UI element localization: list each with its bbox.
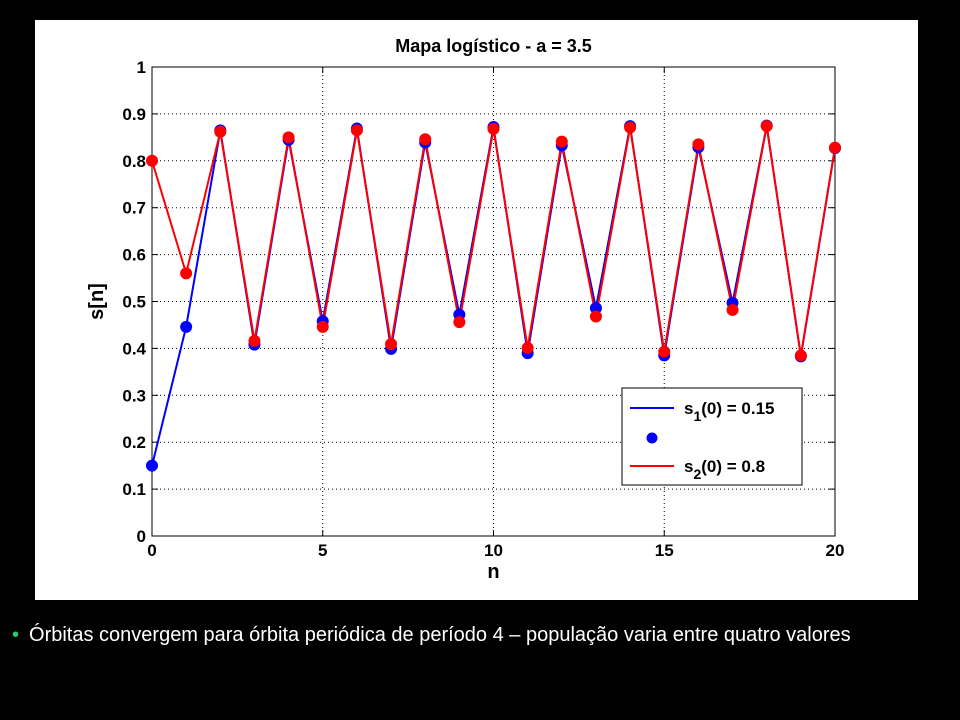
legend-label: s2(0) = 0.8 (684, 457, 765, 482)
series-2-point (214, 125, 227, 138)
series-2-point (521, 341, 534, 354)
series-1-point (146, 459, 158, 472)
legend-label-sub: 1 (693, 408, 701, 424)
series-2-point (385, 338, 398, 351)
series-2-point (487, 122, 500, 135)
y-axis-label: s[n] (86, 283, 108, 320)
y-tick-label: 0 (137, 527, 146, 546)
chart: 0 5 10 15 20 0 0.1 0.2 0.3 0.4 0.5 0.6 0.7 0.8 0.9 1 Map… (86, 36, 845, 583)
series-2-point (419, 133, 432, 146)
legend-label-rest: (0) = 0.15 (701, 399, 774, 418)
y-tick-label: 0.4 (122, 339, 146, 358)
series-2-point (146, 154, 158, 167)
series-2-point (453, 316, 466, 329)
x-tick-label: 0 (147, 541, 156, 560)
series-2-point (692, 138, 705, 151)
series-2-point (760, 120, 773, 133)
x-tick-label: 10 (484, 541, 503, 560)
y-tick-label: 0.6 (122, 246, 146, 265)
y-tick-label: 0.2 (122, 433, 146, 452)
series-2-point (829, 141, 841, 154)
y-tick-label: 1 (137, 58, 146, 77)
legend-label-main: s (684, 399, 693, 418)
legend-label-sub: 2 (693, 466, 701, 482)
x-tick-label: 15 (655, 541, 674, 560)
x-axis-label: n (487, 561, 499, 583)
y-tick-label: 0.1 (122, 480, 146, 499)
series-1-point (180, 320, 193, 333)
legend-label: s1(0) = 0.15 (684, 399, 775, 424)
series-2-point (658, 345, 671, 358)
y-tick-label: 0.8 (122, 152, 146, 171)
series-2-point (180, 267, 193, 280)
series-2-point (589, 310, 602, 323)
series-2-point (282, 131, 295, 144)
chart-title: Mapa logístico - a = 3.5 (395, 36, 592, 56)
series-2-point (350, 124, 363, 137)
figure-panel: 0 5 10 15 20 0 0.1 0.2 0.3 0.4 0.5 0.6 0.7 0.8 0.9 1 Map… (35, 20, 918, 600)
bullet-icon: • (12, 624, 20, 646)
series-2-point (316, 320, 329, 333)
caption: • Órbitas convergem para órbita periódica… (12, 622, 934, 648)
y-tick-label: 0.5 (122, 293, 146, 312)
caption-text: Órbitas convergem para órbita periódica … (29, 624, 851, 646)
x-tick-label: 20 (826, 541, 845, 560)
series-2-point (794, 349, 807, 362)
legend-marker (646, 432, 658, 444)
series-2-point (726, 303, 739, 316)
legend-label-rest: (0) = 0.8 (701, 457, 765, 476)
series-2-point (624, 121, 637, 134)
y-tick-label: 0.9 (122, 105, 146, 124)
series-2-point (555, 135, 568, 148)
x-tick-label: 5 (318, 541, 327, 560)
y-tick-label: 0.3 (122, 386, 146, 405)
series-2-point (248, 334, 261, 347)
legend-label-main: s (684, 457, 693, 476)
y-tick-label: 0.7 (122, 199, 146, 218)
